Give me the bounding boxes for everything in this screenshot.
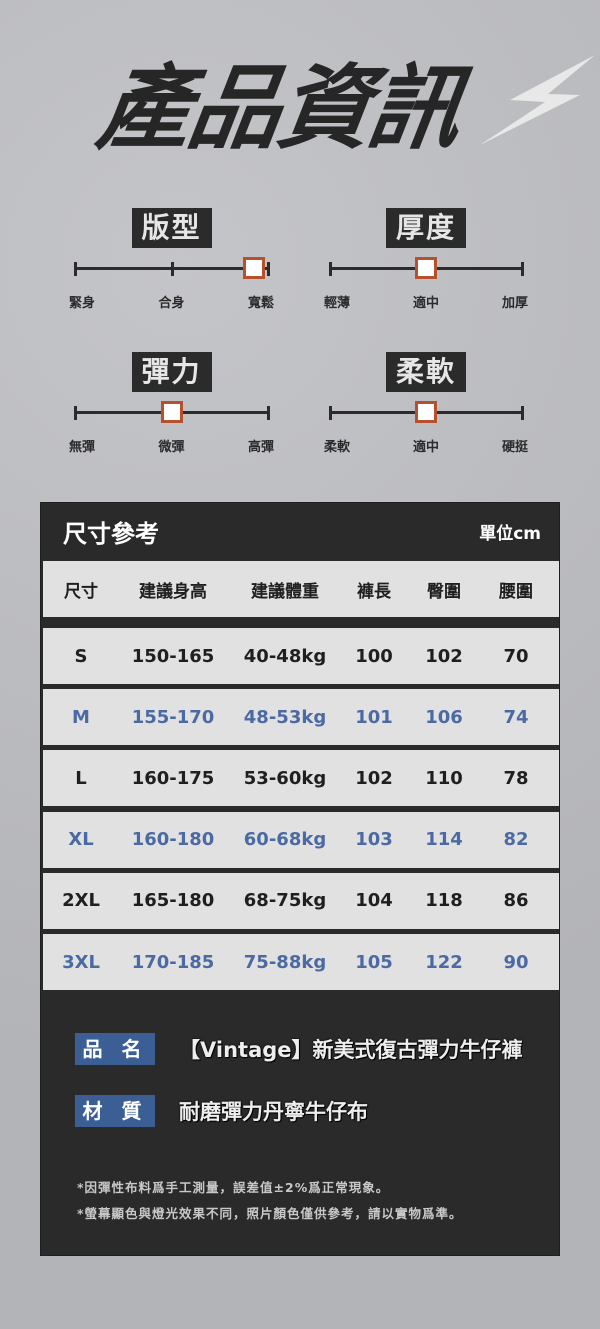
table-cell: 150-165 bbox=[131, 645, 215, 667]
scale-marker bbox=[160, 401, 183, 423]
scale-label: 輕薄 bbox=[323, 296, 350, 311]
table-cell: M bbox=[72, 706, 90, 728]
scale-tick bbox=[329, 406, 332, 420]
scale-tick bbox=[329, 262, 332, 276]
scale-label: 適中 bbox=[412, 296, 439, 311]
table-cell: 尺寸 bbox=[64, 581, 98, 602]
scale-label: 柔軟 bbox=[323, 440, 350, 455]
scale-label: 微彈 bbox=[158, 440, 185, 455]
table-header-row: 尺寸 建議身高 建議體重 褲長 臀圍 腰圍 bbox=[43, 561, 559, 617]
scale-label: 高彈 bbox=[247, 440, 274, 455]
attribute-title: 厚度 bbox=[386, 208, 466, 248]
scale-label: 合身 bbox=[158, 296, 185, 311]
unit-label: 單位cm bbox=[479, 523, 541, 544]
table-cell: 101 bbox=[355, 706, 393, 728]
scale-label: 加厚 bbox=[501, 296, 528, 311]
scale-tick bbox=[521, 406, 524, 420]
scale-tick bbox=[74, 262, 77, 276]
table-cell: 118 bbox=[425, 890, 463, 912]
table-cell: 74 bbox=[503, 706, 529, 728]
table-cell: 40-48kg bbox=[243, 645, 327, 667]
attribute-scale bbox=[329, 257, 524, 279]
scale-marker bbox=[415, 257, 437, 279]
size-chart-card: 尺寸參考 單位cm 尺寸 建議身高 建議體重 褲長 臀圍 腰圍 S 150-165 40-48k… bbox=[40, 502, 560, 1256]
table-cell: 103 bbox=[355, 829, 393, 851]
table-row: L 160-175 53-60kg 102 110 78 bbox=[43, 750, 559, 807]
table-cell: 160-180 bbox=[131, 829, 215, 851]
table-cell: 170-185 bbox=[131, 951, 215, 973]
scale-label: 緊身 bbox=[68, 296, 95, 311]
scale-label: 適中 bbox=[412, 440, 439, 455]
table-cell: 106 bbox=[425, 706, 463, 728]
attribute-title: 版型 bbox=[131, 208, 212, 248]
product-material: 材 質 耐磨彈力丹寧牛仔布 bbox=[75, 1095, 368, 1127]
table-cell: 建議身高 bbox=[139, 581, 207, 602]
table-cell: XL bbox=[68, 829, 94, 851]
scale-marker bbox=[415, 401, 437, 423]
table-cell: 90 bbox=[503, 951, 529, 973]
table-cell: 86 bbox=[503, 890, 529, 912]
table-cell: 82 bbox=[503, 829, 529, 851]
table-cell: 3XL bbox=[62, 951, 100, 973]
table-cell: 104 bbox=[355, 890, 393, 912]
table-row: XL 160-180 60-68kg 103 114 82 bbox=[43, 811, 559, 868]
table-cell: 155-170 bbox=[131, 706, 215, 728]
attribute-scale bbox=[74, 257, 270, 279]
lightning-icon bbox=[480, 55, 595, 145]
material-tag: 材 質 bbox=[75, 1095, 155, 1127]
attribute-title: 彈力 bbox=[131, 352, 212, 392]
table-cell: 165-180 bbox=[131, 890, 215, 912]
table-cell: 75-88kg bbox=[243, 951, 327, 973]
size-chart-title: 尺寸參考 bbox=[63, 519, 159, 548]
page-title: 產品資訊 bbox=[91, 55, 467, 162]
table-row: S 150-165 40-48kg 100 102 70 bbox=[43, 628, 559, 684]
table-cell: 122 bbox=[425, 951, 463, 973]
table-cell: 褲長 bbox=[357, 581, 391, 602]
table-cell: S bbox=[74, 645, 88, 667]
table-cell: 建議體重 bbox=[251, 581, 319, 602]
table-cell: 48-53kg bbox=[243, 706, 327, 728]
table-cell: 102 bbox=[425, 645, 463, 667]
scale-marker bbox=[243, 257, 265, 279]
table-cell: 102 bbox=[355, 767, 393, 789]
table-cell: 68-75kg bbox=[243, 890, 327, 912]
table-cell: 60-68kg bbox=[243, 829, 327, 851]
attribute-title: 柔軟 bbox=[386, 352, 466, 392]
name-value: 【Vintage】新美式復古彈力牛仔褲 bbox=[179, 1038, 523, 1062]
name-tag: 品 名 bbox=[75, 1033, 155, 1065]
table-cell: 100 bbox=[355, 645, 393, 667]
product-name: 品 名 【Vintage】新美式復古彈力牛仔褲 bbox=[75, 1033, 523, 1065]
scale-tick bbox=[267, 406, 270, 420]
scale-tick bbox=[267, 262, 270, 276]
table-cell: 腰圍 bbox=[499, 581, 533, 602]
table-cell: 78 bbox=[503, 767, 529, 789]
table-cell: 105 bbox=[355, 951, 393, 973]
scale-tick bbox=[521, 262, 524, 276]
table-cell: 2XL bbox=[62, 890, 100, 912]
scale-label: 硬挺 bbox=[501, 440, 528, 455]
table-row: M 155-170 48-53kg 101 106 74 bbox=[43, 689, 559, 746]
note: *因彈性布料爲手工測量，誤差值±2%爲正常現象。 bbox=[77, 1180, 390, 1195]
table-cell: 114 bbox=[425, 829, 463, 851]
table-cell: 70 bbox=[503, 645, 529, 667]
table-row: 2XL 165-180 68-75kg 104 118 86 bbox=[43, 872, 559, 929]
table-cell: L bbox=[75, 767, 87, 789]
scale-tick bbox=[170, 262, 174, 276]
table-cell: 53-60kg bbox=[243, 767, 327, 789]
table-cell: 160-175 bbox=[131, 767, 215, 789]
table-cell: 110 bbox=[425, 767, 463, 789]
attribute-scale bbox=[329, 401, 524, 423]
material-value: 耐磨彈力丹寧牛仔布 bbox=[179, 1100, 368, 1124]
table-cell: 臀圍 bbox=[427, 581, 461, 602]
scale-label: 無彈 bbox=[68, 440, 95, 455]
table-row: 3XL 170-185 75-88kg 105 122 90 bbox=[43, 934, 559, 990]
attribute-scale bbox=[74, 401, 270, 423]
scale-tick bbox=[74, 406, 77, 420]
scale-label: 寬鬆 bbox=[247, 296, 274, 311]
note: *螢幕顯色與燈光效果不同，照片顏色僅供參考，請以實物爲準。 bbox=[77, 1206, 463, 1221]
